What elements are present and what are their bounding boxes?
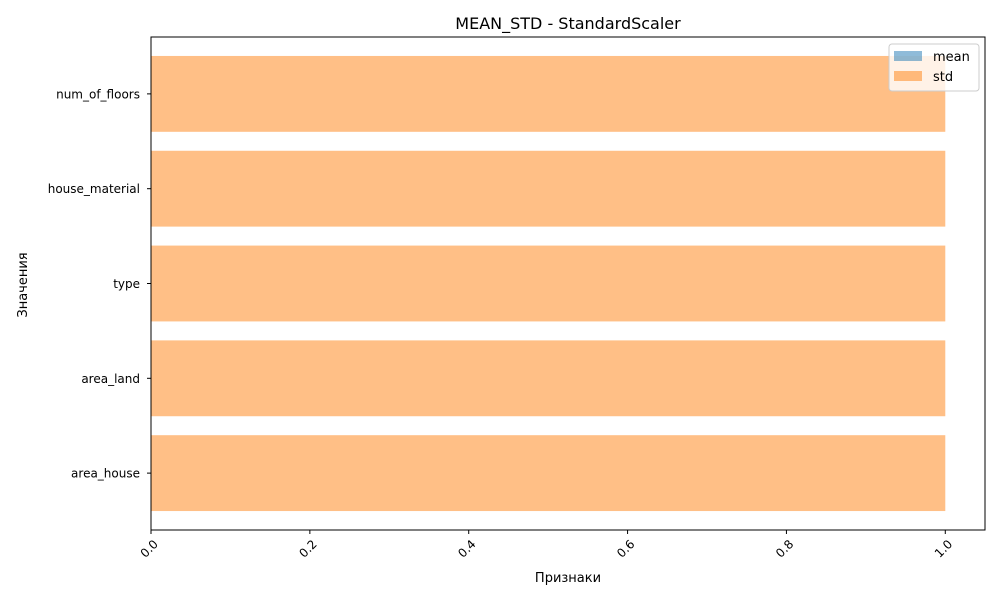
legend-label-std: std (933, 70, 953, 85)
y-tick-label: num_of_floors (56, 87, 140, 101)
x-axis-label: Признаки (535, 571, 601, 586)
bar-std-house_material (151, 150, 946, 227)
legend-swatch-mean (894, 51, 922, 61)
legend-swatch-std (894, 71, 922, 81)
y-tick-label: type (113, 277, 140, 291)
bars-layer (151, 55, 946, 512)
chart-title: MEAN_STD - StandardScaler (455, 14, 681, 34)
y-ticks: area_house area_land type house_material num… (48, 87, 151, 481)
legend-label-mean: mean (933, 50, 970, 65)
bar-std-area_house (151, 435, 946, 512)
legend: mean std (888, 43, 980, 92)
y-tick-label: area_house (71, 467, 140, 481)
y-tick-label: house_material (48, 182, 140, 196)
bar-std-area_land (151, 340, 946, 417)
bar-std-num_of_floors (151, 55, 946, 132)
y-tick-label: area_land (81, 372, 140, 386)
plot-frame (150, 36, 986, 531)
y-axis-label: Значения (16, 252, 31, 317)
bar-std-type (151, 245, 946, 322)
